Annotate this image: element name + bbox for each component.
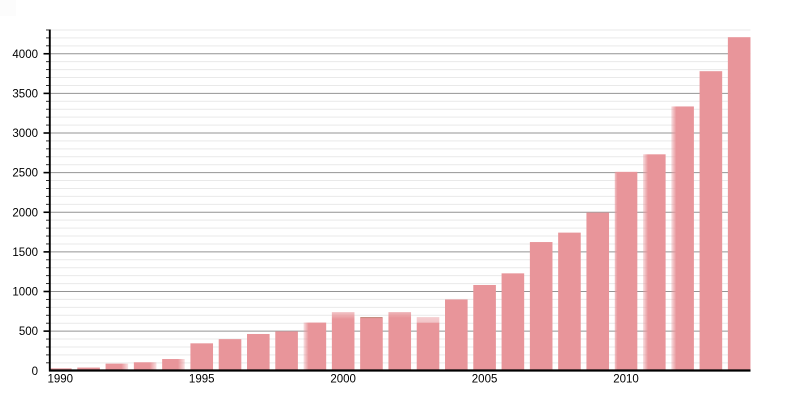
svg-text:2010: 2010 [613,374,639,386]
svg-text:4000: 4000 [12,49,38,61]
svg-text:1995: 1995 [189,374,215,386]
svg-text:2005: 2005 [472,374,498,386]
svg-text:2000: 2000 [12,207,38,219]
svg-text:0: 0 [32,366,38,378]
svg-text:3500: 3500 [12,88,38,100]
svg-text:500: 500 [19,326,38,338]
svg-text:2000: 2000 [330,374,356,386]
svg-text:1500: 1500 [12,247,38,259]
svg-text:1000: 1000 [12,287,38,299]
svg-text:2500: 2500 [12,168,38,180]
svg-text:3000: 3000 [12,128,38,140]
svg-text:1990: 1990 [48,374,74,386]
